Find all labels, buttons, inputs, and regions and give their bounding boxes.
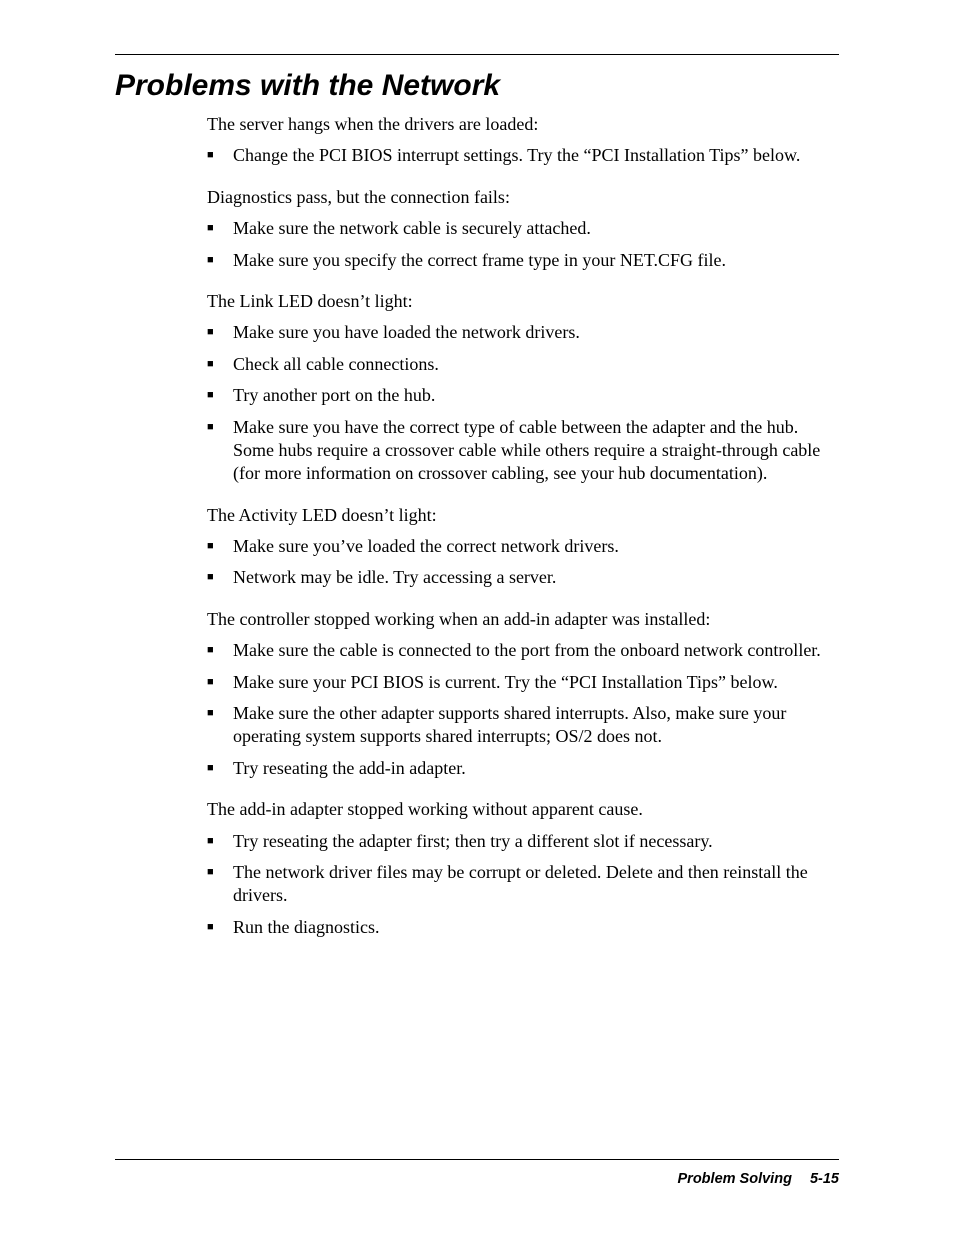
bullet-item: Make sure your PCI BIOS is current. Try …: [207, 671, 839, 694]
bullet-list: Change the PCI BIOS interrupt settings. …: [207, 144, 839, 167]
section-lead: The Activity LED doesn’t light:: [207, 504, 839, 527]
bullet-item: Try reseating the adapter first; then tr…: [207, 830, 839, 853]
section-lead: The Link LED doesn’t light:: [207, 290, 839, 313]
footer: Problem Solving 5-15: [678, 1171, 839, 1187]
bullet-item: The network driver files may be corrupt …: [207, 861, 839, 908]
bullet-item: Try another port on the hub.: [207, 384, 839, 407]
bullet-item: Make sure you specify the correct frame …: [207, 249, 839, 272]
bullet-list: Try reseating the adapter first; then tr…: [207, 830, 839, 940]
rule-top: [115, 54, 839, 55]
bullet-item: Make sure the cable is connected to the …: [207, 639, 839, 662]
page-title: Problems with the Network: [115, 69, 839, 103]
bullet-item: Change the PCI BIOS interrupt settings. …: [207, 144, 839, 167]
bullet-list: Make sure the network cable is securely …: [207, 217, 839, 272]
section-lead: The add-in adapter stopped working witho…: [207, 798, 839, 821]
bullet-item: Make sure you have the correct type of c…: [207, 416, 839, 486]
bullet-list: Make sure you have loaded the network dr…: [207, 321, 839, 485]
body: The server hangs when the drivers are lo…: [207, 113, 839, 939]
bullet-item: Check all cable connections.: [207, 353, 839, 376]
bullet-item: Make sure the network cable is securely …: [207, 217, 839, 240]
bullet-item: Make sure you’ve loaded the correct netw…: [207, 535, 839, 558]
page: Problems with the Network The server han…: [0, 0, 954, 1235]
bullet-list: Make sure you’ve loaded the correct netw…: [207, 535, 839, 590]
footer-section: Problem Solving: [678, 1171, 792, 1187]
rule-bottom: [115, 1159, 839, 1160]
bullet-item: Make sure the other adapter supports sha…: [207, 702, 839, 749]
bullet-item: Network may be idle. Try accessing a ser…: [207, 566, 839, 589]
bullet-list: Make sure the cable is connected to the …: [207, 639, 839, 780]
bullet-item: Make sure you have loaded the network dr…: [207, 321, 839, 344]
section-lead: The controller stopped working when an a…: [207, 608, 839, 631]
section-lead: The server hangs when the drivers are lo…: [207, 113, 839, 136]
footer-page: 5-15: [810, 1171, 839, 1187]
section-lead: Diagnostics pass, but the connection fai…: [207, 186, 839, 209]
bullet-item: Run the diagnostics.: [207, 916, 839, 939]
bullet-item: Try reseating the add-in adapter.: [207, 757, 839, 780]
